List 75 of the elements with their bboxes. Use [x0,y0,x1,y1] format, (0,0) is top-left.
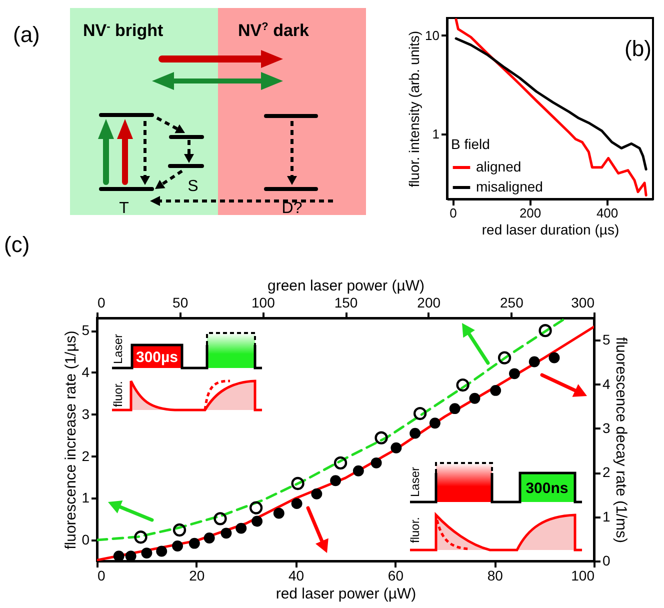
annotation: fluor. [408,516,422,544]
point [490,384,502,396]
point [330,475,342,486]
x2-axis-title: green laser power (µW) [267,278,425,294]
annotation: Laser [111,334,125,364]
y-axis-title: fluor. intensity (arb. units) [406,30,422,188]
y2-tick-label: 4 [602,376,610,392]
point [352,465,364,476]
x2-tick-label: 250 [500,294,524,310]
annotation: Laser [408,466,422,498]
point [141,548,152,559]
x-axis-title: red laser duration (µs) [482,222,620,238]
legend-label: misaligned [476,178,543,194]
y2-tick-label: 0 [602,552,610,568]
point [172,540,183,552]
text: NV$^{?}$ dark [238,21,310,40]
text: (a) [13,22,40,47]
x-tick-label: 400 [596,206,618,220]
point [410,428,421,439]
x-tick-label: 20 [189,568,205,584]
y-tick-label: 3 [82,406,90,422]
point [429,418,440,429]
point [509,368,520,380]
point [449,403,460,414]
point [273,508,284,519]
point [548,352,560,364]
point [469,392,480,404]
x-tick-label: 200 [519,206,542,220]
x-tick-label: 80 [487,568,504,584]
y-axis-title: fluorescence increase rate (1/µs) [62,330,80,550]
x2-tick-label: 150 [334,294,358,310]
y-tick-label: 1 [82,490,90,506]
y-tick-label: 5 [82,322,90,338]
annotation: fluor. [111,380,125,408]
annotation: (b) [624,36,652,61]
y2-tick-label: 1 [602,508,610,524]
point [252,516,263,527]
point [291,498,302,510]
y2-tick-label: 3 [602,420,610,436]
x2-tick-label: 100 [251,294,276,310]
y-tick-label: 2 [82,448,90,464]
x2-tick-label: 0 [98,294,106,310]
x-axis-title: red laser power (µW) [276,586,416,602]
x2-tick-label: 200 [417,294,441,310]
legend-title: B field [451,136,490,152]
point [156,546,168,557]
y-tick-label: 0 [82,532,90,548]
y-tick-label: 4 [82,364,90,380]
y2-axis-title: fluorescence decay rate (1/ms) [612,337,630,543]
point [390,442,402,454]
point [370,457,382,468]
y2-tick-label: 2 [602,464,610,480]
point [528,356,540,368]
annotation: 300ns [526,480,568,497]
y2-tick-label: 5 [602,332,610,348]
y-tick-label: 10 [425,28,440,43]
text: NV$^{-}$ bright [83,21,164,40]
point [311,488,322,500]
point [220,528,232,539]
text: S [188,178,198,195]
point [188,538,200,549]
legend-label: aligned [476,158,522,174]
x-tick-label: 0 [450,206,457,220]
x2-tick-label: 300 [571,294,595,310]
x2-tick-label: 50 [172,294,188,310]
x-tick-label: 100 [571,568,595,584]
point [204,532,215,544]
annotation: 300µs [136,349,178,366]
text: (c) [4,232,30,257]
x-tick-label: 40 [288,568,304,584]
text: D? [282,200,302,217]
x-tick-label: 60 [388,568,404,584]
x-tick-label: 0 [98,568,106,584]
point [236,522,247,534]
text: T [119,200,130,217]
